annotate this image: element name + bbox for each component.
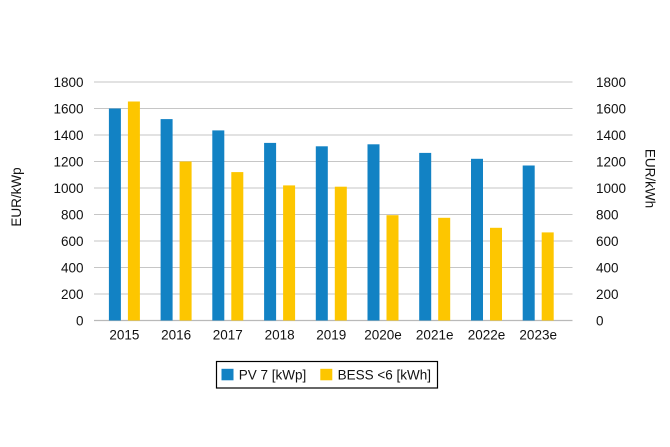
- svg-text:1200: 1200: [53, 154, 83, 169]
- svg-text:1800: 1800: [53, 75, 83, 90]
- svg-text:PV 7 [kWp]: PV 7 [kWp]: [239, 367, 307, 382]
- svg-text:800: 800: [61, 207, 84, 222]
- svg-text:2015: 2015: [109, 328, 139, 343]
- svg-text:1400: 1400: [596, 128, 626, 143]
- svg-text:2020e: 2020e: [364, 328, 402, 343]
- svg-text:EUR/kWp: EUR/kWp: [9, 167, 24, 226]
- svg-text:2021e: 2021e: [416, 328, 454, 343]
- svg-text:2018: 2018: [265, 328, 295, 343]
- svg-text:2023e: 2023e: [519, 328, 557, 343]
- svg-text:BESS <6 [kWh]: BESS <6 [kWh]: [338, 367, 431, 382]
- svg-text:200: 200: [596, 287, 619, 302]
- svg-text:1000: 1000: [596, 181, 626, 196]
- svg-text:400: 400: [61, 260, 84, 275]
- svg-text:2017: 2017: [213, 328, 243, 343]
- svg-text:1000: 1000: [53, 181, 83, 196]
- svg-text:1600: 1600: [53, 101, 83, 116]
- svg-text:0: 0: [76, 313, 84, 328]
- svg-text:1600: 1600: [596, 101, 626, 116]
- svg-text:EUR/kWh: EUR/kWh: [643, 149, 658, 208]
- svg-text:1200: 1200: [596, 154, 626, 169]
- svg-text:0: 0: [596, 313, 604, 328]
- svg-text:400: 400: [596, 260, 619, 275]
- svg-text:2016: 2016: [161, 328, 191, 343]
- svg-text:600: 600: [61, 234, 84, 249]
- svg-text:800: 800: [596, 207, 619, 222]
- svg-text:1800: 1800: [596, 75, 626, 90]
- svg-text:2019: 2019: [316, 328, 346, 343]
- svg-text:600: 600: [596, 234, 619, 249]
- svg-text:200: 200: [61, 287, 84, 302]
- svg-text:1400: 1400: [53, 128, 83, 143]
- svg-text:2022e: 2022e: [468, 328, 506, 343]
